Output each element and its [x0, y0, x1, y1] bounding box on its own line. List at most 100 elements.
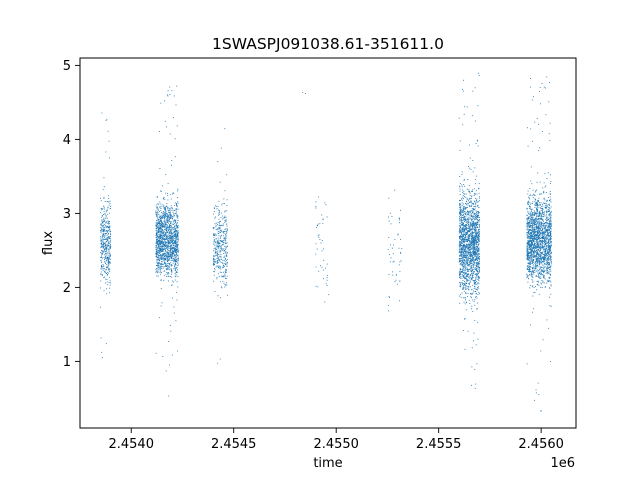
data-point	[476, 235, 478, 237]
data-point	[163, 214, 165, 215]
data-point	[399, 219, 401, 221]
data-point	[465, 255, 467, 257]
data-point	[101, 257, 103, 258]
data-point	[475, 344, 477, 346]
data-point	[464, 271, 466, 273]
data-point	[155, 265, 157, 266]
data-point	[467, 229, 469, 231]
data-point	[476, 267, 477, 269]
data-point	[462, 269, 464, 271]
data-point	[478, 247, 480, 249]
data-point	[531, 275, 533, 277]
data-point	[170, 214, 172, 216]
data-point	[162, 239, 164, 240]
data-point	[170, 236, 172, 238]
data-point	[169, 208, 171, 210]
data-point	[162, 239, 164, 241]
data-point	[175, 242, 177, 244]
data-point	[100, 232, 102, 234]
data-point	[533, 238, 535, 239]
data-point	[550, 228, 551, 230]
data-point	[224, 128, 226, 130]
data-point	[477, 257, 479, 259]
data-point	[478, 238, 480, 240]
data-point	[476, 236, 478, 238]
data-point	[163, 220, 165, 222]
data-point	[459, 272, 461, 274]
data-point	[103, 218, 105, 220]
data-point	[163, 204, 165, 206]
data-point	[530, 266, 532, 268]
data-point	[538, 226, 540, 228]
data-point	[465, 247, 467, 249]
data-point	[171, 216, 173, 218]
data-point	[467, 179, 469, 180]
data-point	[160, 264, 162, 265]
data-point	[470, 210, 472, 212]
data-point	[108, 248, 110, 250]
data-point	[166, 275, 168, 277]
data-point	[547, 205, 549, 207]
data-point	[177, 235, 178, 237]
data-point	[459, 242, 460, 244]
data-point	[107, 245, 108, 247]
data-point	[109, 247, 111, 248]
data-point	[468, 265, 470, 267]
data-point	[214, 264, 216, 265]
data-point	[472, 242, 474, 243]
data-point	[100, 252, 102, 254]
data-point	[537, 264, 539, 266]
data-point	[109, 231, 111, 233]
data-point	[460, 244, 462, 246]
data-point	[532, 229, 534, 230]
data-point	[176, 267, 178, 269]
data-point	[531, 245, 533, 247]
data-point	[108, 253, 110, 255]
data-point	[159, 251, 160, 252]
data-point	[163, 253, 165, 255]
data-point	[217, 232, 219, 234]
data-point	[167, 194, 169, 196]
data-point	[550, 241, 552, 242]
data-point	[473, 240, 474, 242]
data-point	[156, 265, 158, 266]
data-point	[162, 223, 164, 225]
data-point	[100, 337, 102, 339]
data-point	[541, 242, 543, 244]
data-point	[459, 217, 460, 219]
data-point	[175, 254, 177, 256]
data-point	[160, 279, 162, 281]
data-point	[476, 226, 478, 228]
data-point	[459, 203, 460, 205]
data-point	[164, 241, 166, 243]
data-point	[165, 247, 167, 249]
data-point	[170, 231, 172, 233]
data-point	[529, 222, 531, 223]
data-point	[459, 260, 461, 262]
data-point	[460, 241, 462, 243]
data-point	[473, 287, 475, 289]
data-point	[164, 211, 166, 213]
data-point	[165, 211, 167, 213]
data-point	[161, 226, 163, 228]
data-point	[464, 215, 466, 217]
data-point	[104, 222, 106, 224]
data-point	[464, 237, 465, 239]
data-point	[388, 237, 390, 238]
data-point	[162, 241, 164, 243]
data-point	[466, 249, 468, 251]
data-point	[478, 287, 480, 289]
data-point	[102, 269, 104, 271]
data-point	[460, 294, 462, 296]
data-point	[176, 271, 177, 273]
data-point	[173, 268, 175, 270]
data-point	[103, 227, 105, 229]
data-point	[478, 182, 480, 184]
data-point	[103, 205, 104, 207]
data-point	[543, 240, 545, 242]
data-point	[463, 245, 464, 247]
data-point	[219, 255, 221, 257]
data-point	[527, 245, 528, 247]
data-point	[469, 222, 471, 224]
data-point	[160, 271, 162, 273]
